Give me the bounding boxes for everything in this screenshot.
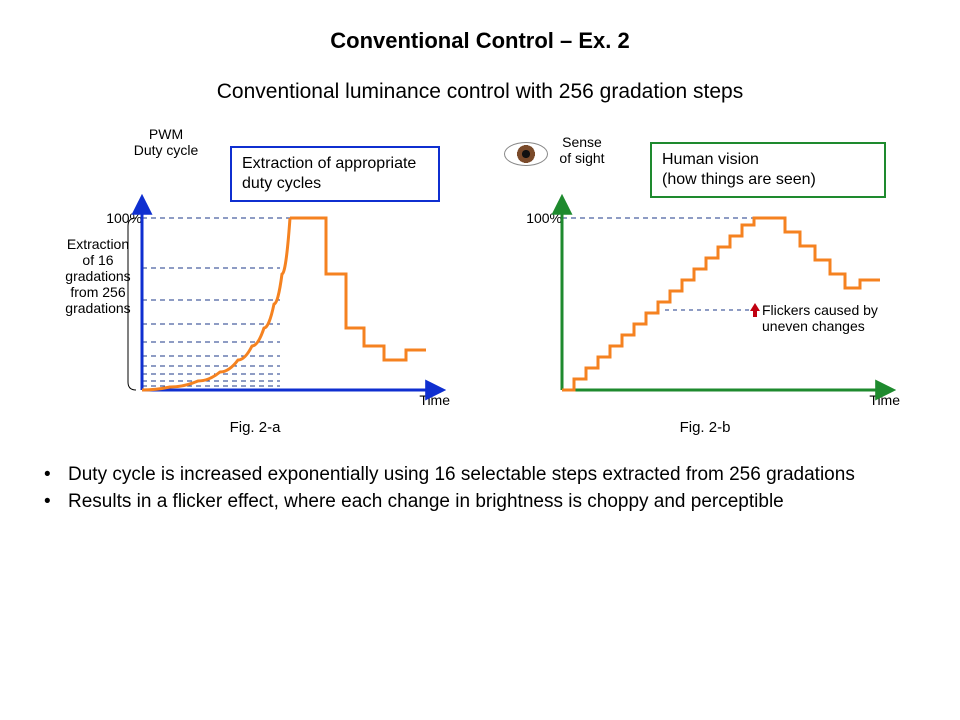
page-title: Conventional Control – Ex. 2 [0,0,960,54]
chart-a-svg [50,132,460,432]
charts-row: PWMDuty cycle Extraction of 16 gradation… [50,132,910,432]
page-subtitle: Conventional luminance control with 256 … [0,54,960,104]
list-item: Results in a flicker effect, where each … [68,489,920,516]
bullet-list: Duty cycle is increased exponentially us… [40,462,920,515]
list-item: Duty cycle is increased exponentially us… [68,462,920,489]
chart-b: Senseof sight 100% Time Human vision(how… [500,132,910,432]
chart-a: PWMDuty cycle Extraction of 16 gradation… [50,132,460,432]
chart-b-caption: Fig. 2-b [680,419,731,436]
chart-b-svg [500,132,910,432]
chart-a-caption: Fig. 2-a [230,419,281,436]
